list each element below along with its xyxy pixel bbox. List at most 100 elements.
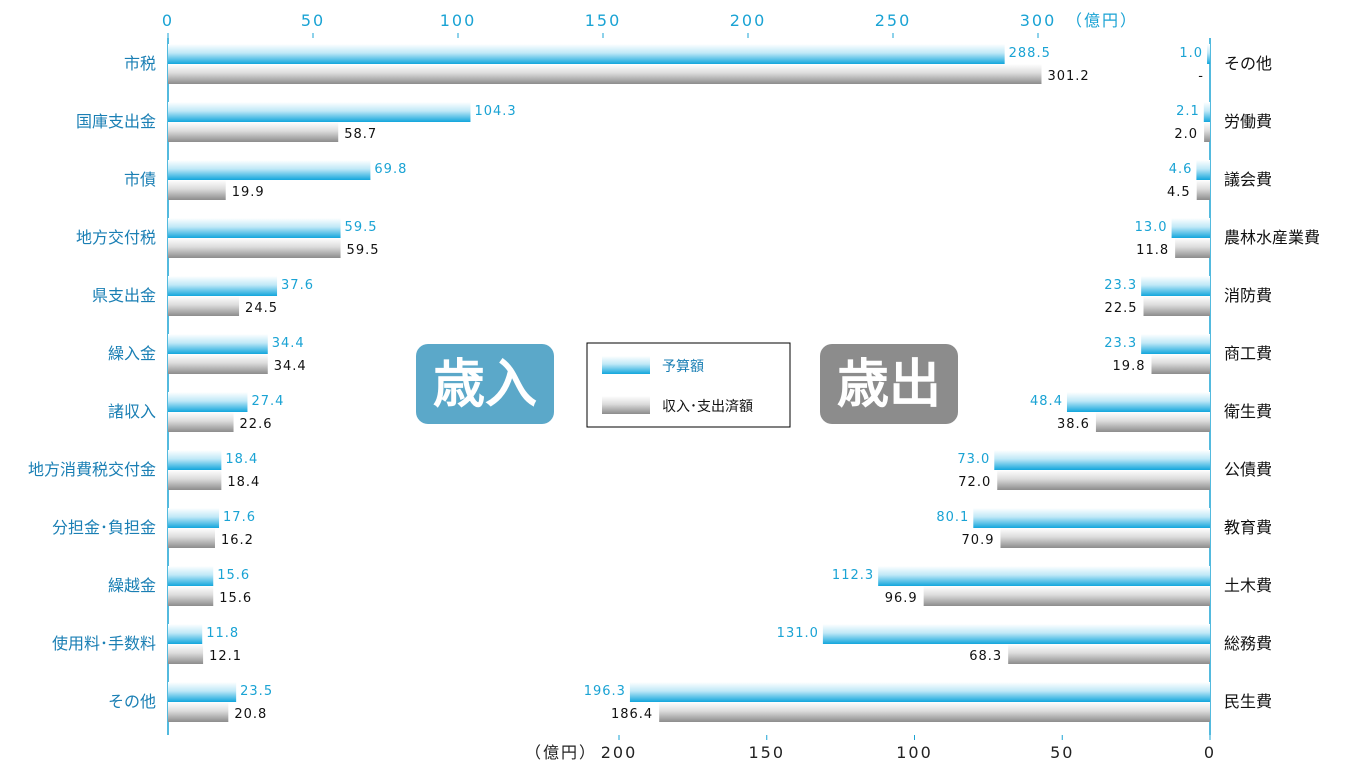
revenue-actual-bar xyxy=(168,470,222,490)
expense-category-label: その他 xyxy=(1224,54,1272,73)
revenue-actual-value-label: 34.4 xyxy=(274,359,307,374)
expense-tick-label: 200 xyxy=(601,743,638,762)
revenue-budget-bar xyxy=(168,218,341,238)
axis-layer xyxy=(167,33,1211,740)
revenue-category-label: 地方交付税 xyxy=(76,228,156,247)
expense-budget-value-label: 2.1 xyxy=(1176,104,1200,119)
revenue-actual-bar xyxy=(168,644,204,664)
expense-actual-value-label: 68.3 xyxy=(969,649,1002,664)
expense-budget-bar xyxy=(1171,218,1210,238)
revenue-tick-label: 300 xyxy=(1020,11,1057,30)
revenue-category-label: 国庫支出金 xyxy=(76,112,156,131)
expense-actual-bar xyxy=(1095,412,1210,432)
revenue-budget-value-label: 15.6 xyxy=(217,568,250,583)
revenue-tick-label: 200 xyxy=(730,11,767,30)
expense-category-label: 教育費 xyxy=(1224,518,1272,537)
expense-actual-value-label: 96.9 xyxy=(885,591,918,606)
revenue-actual-value-label: 301.2 xyxy=(1047,69,1089,84)
expense-budget-bar xyxy=(1203,102,1210,122)
expense-category-label: 労働費 xyxy=(1224,112,1272,131)
revenue-budget-bar xyxy=(168,276,278,296)
expense-actual-value-label: 4.5 xyxy=(1167,185,1191,200)
expense-budget-bar xyxy=(1066,392,1210,412)
revenue-actual-value-label: 18.4 xyxy=(227,475,260,490)
expense-category-label: 議会費 xyxy=(1224,170,1272,189)
expense-title-box: 歳出 xyxy=(820,344,958,424)
expense-budget-value-label: 73.0 xyxy=(957,452,990,467)
revenue-budget-value-label: 17.6 xyxy=(223,510,256,525)
revenue-actual-value-label: 22.6 xyxy=(240,417,273,432)
expense-actual-bar xyxy=(1196,180,1210,200)
expense-budget-bar xyxy=(878,566,1210,586)
revenue-title: 歳入 xyxy=(433,355,537,415)
revenue-title-box: 歳入 xyxy=(416,344,554,424)
expense-title-bg xyxy=(820,344,958,424)
expense-actual-bar xyxy=(1143,296,1210,316)
expense-budget-bar xyxy=(1141,276,1210,296)
revenue-budget-value-label: 288.5 xyxy=(1009,46,1051,61)
expense-tick-label: 150 xyxy=(748,743,785,762)
revenue-category-label: 市債 xyxy=(124,170,156,189)
revenue-budget-value-label: 27.4 xyxy=(251,394,284,409)
expense-actual-value-label: 186.4 xyxy=(611,707,653,722)
legend-label-budget: 予算額 xyxy=(662,359,704,375)
revenue-budget-value-label: 18.4 xyxy=(225,452,258,467)
expense-budget-value-label: 1.0 xyxy=(1179,46,1203,61)
expense-budget-value-label: 13.0 xyxy=(1135,220,1168,235)
expense-tick-label: 100 xyxy=(896,743,933,762)
expense-actual-bar xyxy=(923,586,1210,606)
revenue-budget-value-label: 37.6 xyxy=(281,278,314,293)
revenue-budget-bar xyxy=(168,450,222,470)
expense-budget-bar xyxy=(973,508,1210,528)
revenue-budget-bar xyxy=(168,566,214,586)
expense-actual-bar xyxy=(1175,238,1210,258)
revenue-category-label: その他 xyxy=(108,692,156,711)
revenue-title-bg xyxy=(416,344,554,424)
expense-category-label: 総務費 xyxy=(1224,634,1272,653)
revenue-budget-value-label: 11.8 xyxy=(206,626,239,641)
expense-category-label: 消防費 xyxy=(1224,286,1272,305)
revenue-unit-label: （億円） xyxy=(1066,11,1138,30)
revenue-actual-value-label: 59.5 xyxy=(347,243,380,258)
expense-budget-value-label: 23.3 xyxy=(1104,278,1137,293)
revenue-budget-bar xyxy=(168,160,371,180)
revenue-actual-bar xyxy=(168,64,1042,84)
expense-budget-bar xyxy=(1196,160,1210,180)
revenue-actual-bar xyxy=(168,238,341,258)
revenue-budget-value-label: 69.8 xyxy=(374,162,407,177)
revenue-budget-bar xyxy=(168,508,220,528)
expense-unit-label: （億円） xyxy=(525,743,597,762)
revenue-tick-label: 250 xyxy=(875,11,912,30)
expense-budget-value-label: 4.6 xyxy=(1169,162,1193,177)
revenue-actual-bar xyxy=(168,354,268,374)
revenue-category-label: 県支出金 xyxy=(92,286,156,305)
revenue-actual-bar xyxy=(168,122,339,142)
revenue-actual-value-label: 24.5 xyxy=(245,301,278,316)
expense-title: 歳出 xyxy=(837,355,941,415)
expense-category-label: 民生費 xyxy=(1224,692,1272,711)
revenue-category-label: 地方消費税交付金 xyxy=(28,460,156,479)
expense-tick-label: 0 xyxy=(1204,743,1216,762)
revenue-category-label: 繰越金 xyxy=(108,576,156,595)
revenue-category-label: 使用料･手数料 xyxy=(52,634,156,653)
revenue-actual-value-label: 16.2 xyxy=(221,533,254,548)
legend-swatch-actual xyxy=(602,396,650,414)
revenue-budget-bar xyxy=(168,682,237,702)
revenue-actual-value-label: 15.6 xyxy=(219,591,252,606)
revenue-category-label: 繰入金 xyxy=(108,344,156,363)
labels-layer: 0 50 100 150 200 250 300 （億円）200 150 100 50 0（億円）市税… xyxy=(28,11,1320,762)
revenue-category-label: 市税 xyxy=(124,54,156,73)
revenue-actual-bar xyxy=(168,586,214,606)
expense-category-label: 公債費 xyxy=(1224,460,1272,479)
expense-actual-value-label: 70.9 xyxy=(962,533,995,548)
revenue-tick-label: 100 xyxy=(440,11,477,30)
expense-actual-value-label: 19.8 xyxy=(1113,359,1146,374)
expense-category-label: 商工費 xyxy=(1224,344,1272,363)
expense-actual-bar xyxy=(997,470,1210,490)
expense-actual-bar xyxy=(1008,644,1210,664)
revenue-budget-value-label: 34.4 xyxy=(272,336,305,351)
revenue-actual-bar xyxy=(168,412,234,432)
expense-actual-value-label: 38.6 xyxy=(1057,417,1090,432)
revenue-actual-value-label: 58.7 xyxy=(344,127,377,142)
expense-budget-bar xyxy=(994,450,1210,470)
